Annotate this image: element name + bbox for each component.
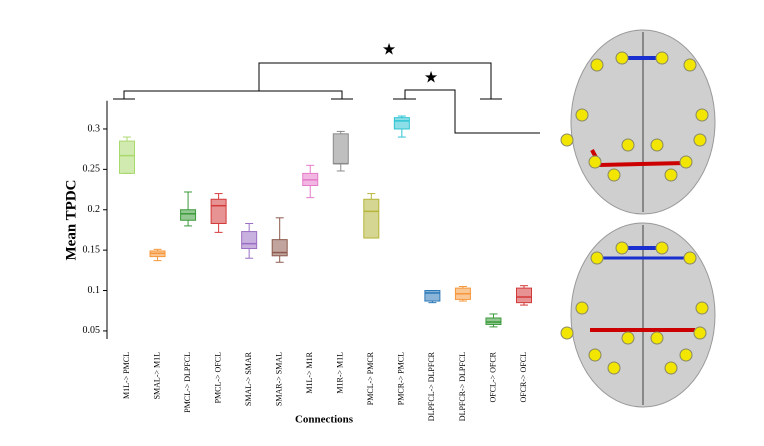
box — [363, 198, 380, 239]
y-tick-label: 0.2 — [88, 204, 101, 215]
x-tick-label: DLPFCL-> DLPFCR — [427, 351, 436, 421]
x-tick-label: M1L-> M1R — [305, 351, 314, 393]
x-tick-label: OFCR-> OFCL — [519, 352, 528, 403]
box — [180, 209, 197, 221]
y-tick-label: 0.1 — [88, 285, 101, 296]
box — [241, 231, 258, 250]
x-tick-label: M1L-> PMCL — [122, 352, 131, 399]
box — [393, 117, 410, 130]
y-tick-label: 0.15 — [83, 244, 101, 255]
significance-star: ★ — [424, 70, 438, 87]
box — [516, 287, 532, 304]
x-axis-label: Connections — [295, 414, 354, 426]
y-tick-label: 0.05 — [83, 325, 101, 336]
x-tick-label: PMCL-> OFCL — [213, 352, 222, 404]
box — [119, 140, 135, 174]
brain-top — [560, 29, 716, 215]
y-tick-label: 0.3 — [88, 123, 101, 134]
significance-brackets — [113, 62, 540, 134]
y-tick-label: 0.25 — [83, 164, 101, 175]
box — [424, 290, 441, 302]
x-tick-label: DLPFCR-> DLPFCL — [458, 352, 467, 421]
x-tick-label: OFCL-> OFCR — [488, 351, 497, 402]
x-tick-label: SMAR-> SMAL — [275, 352, 284, 406]
x-tick-label: PMCL-> PMCR — [366, 351, 375, 405]
brain-bottom — [560, 222, 716, 408]
x-tick-label: PMCR-> PMCL — [397, 352, 406, 405]
box — [271, 239, 288, 257]
box — [332, 133, 349, 165]
x-tick-label: SMAL-> SMAR — [244, 351, 253, 406]
x-tick-label: M1R-> M1L — [336, 352, 345, 394]
y-axis-label: Mean TPDC — [63, 180, 79, 261]
box — [210, 198, 227, 224]
x-tick-label: PMCL-> DLPFCL — [183, 352, 192, 413]
significance-star: ★ — [382, 42, 396, 59]
x-tick-label: SMAL-> M1L — [152, 352, 161, 400]
box — [485, 317, 502, 325]
